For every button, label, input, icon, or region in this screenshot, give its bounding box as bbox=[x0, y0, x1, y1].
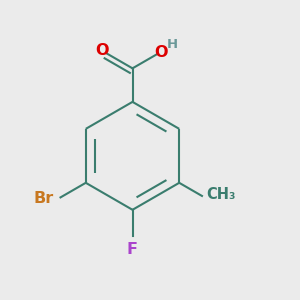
Text: O: O bbox=[154, 45, 168, 60]
Text: O: O bbox=[95, 43, 109, 58]
Text: F: F bbox=[127, 242, 138, 257]
Text: CH₃: CH₃ bbox=[206, 187, 236, 202]
Text: Br: Br bbox=[34, 191, 54, 206]
Text: H: H bbox=[167, 38, 178, 52]
